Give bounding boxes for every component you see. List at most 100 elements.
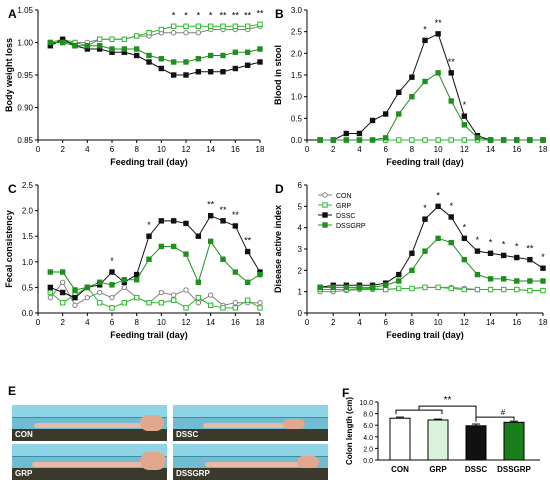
data-point-grp [396, 137, 402, 143]
data-point-dssgrp [109, 46, 115, 52]
y-tick-label: 0.0 [363, 458, 373, 465]
x-tick-label: 12 [460, 318, 469, 327]
colon-tissue [205, 462, 301, 467]
data-point-grp [487, 286, 494, 293]
data-point-dssc [207, 213, 214, 219]
data-point-con [158, 289, 165, 296]
bracket-dss [418, 405, 477, 422]
data-point-dssc [448, 70, 454, 76]
data-point-grp [382, 286, 389, 293]
photo-label-dssc: DSSC [176, 430, 199, 439]
data-point-grp [109, 305, 115, 311]
x-tick-label: 14 [206, 145, 215, 154]
data-point-dssgrp [461, 122, 468, 128]
x-tick-label: 0 [305, 145, 310, 154]
data-point-dssc [382, 111, 389, 117]
legend-label-dssc: DSSC [336, 213, 355, 220]
photo-grp: GRP [12, 444, 167, 480]
bar-con [389, 417, 411, 461]
significance-mark: ** [526, 244, 534, 254]
data-point-grp [158, 300, 165, 306]
x-tick-label: 4 [357, 145, 362, 154]
data-point-dssgrp [96, 43, 103, 49]
significance-mark: * [209, 10, 213, 20]
data-point-dssc [461, 235, 468, 242]
y-axis-label: Disease active index [273, 205, 283, 293]
data-point-dssgrp [396, 278, 402, 284]
x-tick-label: 2 [60, 145, 65, 154]
data-point-dssc [514, 254, 520, 261]
data-point-dssc [356, 130, 363, 137]
data-point-dssgrp [133, 277, 140, 283]
data-point-grp [59, 300, 66, 306]
colon-tissue [32, 462, 144, 467]
data-point-dssgrp [343, 284, 350, 291]
y-tick-label: 0 [298, 309, 303, 318]
significance-mark: ** [448, 57, 456, 67]
data-point-dssc [369, 117, 376, 124]
data-point-dssc [527, 256, 533, 263]
significance-mark: * [463, 100, 467, 110]
y-tick-label: 0.90 [17, 104, 33, 113]
data-point-grp [527, 287, 533, 294]
significance-mark: * [449, 201, 453, 211]
y-tick-label: 6 [298, 181, 303, 190]
series-line-dssc [50, 215, 261, 299]
data-point-con [170, 292, 177, 298]
data-point-dssgrp [158, 56, 165, 62]
significance-mark: * [515, 242, 519, 252]
data-point-dssgrp [317, 137, 323, 143]
data-point-dssc [244, 248, 251, 255]
y-tick-label: 2.0 [22, 207, 34, 216]
data-point-con [207, 292, 214, 298]
data-point-dssgrp [84, 43, 91, 49]
data-point-dssgrp [500, 137, 507, 143]
data-point-dssgrp [232, 269, 239, 275]
data-point-dssgrp [220, 52, 226, 59]
significance-mark: ** [256, 8, 264, 18]
data-point-con [183, 30, 189, 36]
data-point-con [232, 300, 239, 306]
data-point-grp [514, 286, 520, 293]
y-tick-label: 4 [298, 224, 303, 233]
data-point-dssgrp [448, 98, 454, 104]
x-tick-label: 8 [134, 318, 139, 327]
y-tick-label: 4.0 [363, 435, 373, 442]
series-line-dssgrp [320, 72, 543, 141]
data-point-dssgrp [422, 248, 428, 254]
data-point-dssc [540, 265, 546, 271]
data-point-dssgrp [72, 287, 78, 293]
data-point-grp [461, 286, 468, 293]
data-point-dssgrp [540, 278, 546, 284]
significance-mark: ** [435, 18, 443, 28]
data-point-grp [133, 33, 140, 39]
data-point-dssgrp [409, 267, 415, 274]
data-point-dssc [133, 271, 140, 278]
y-tick-label: 5 [298, 202, 303, 211]
data-point-dssgrp [369, 137, 376, 143]
bar-dssgrp [503, 421, 525, 461]
y-tick-label: 6.0 [363, 423, 373, 430]
x-tick-label: 14 [486, 145, 495, 154]
data-point-grp [422, 284, 428, 291]
data-point-dssgrp [330, 137, 336, 143]
data-point-dssgrp [474, 135, 481, 141]
x-tick-label: 16 [231, 318, 240, 327]
x-tick-label: CON [391, 465, 409, 474]
data-point-dssgrp [514, 278, 520, 284]
data-point-dssgrp [84, 284, 91, 291]
data-point-grp [121, 300, 128, 306]
x-tick-label: 2 [60, 318, 65, 327]
data-point-dssgrp [59, 269, 66, 275]
data-point-dssgrp [257, 271, 263, 278]
x-tick-label: 16 [231, 145, 240, 154]
x-tick-label: 6 [383, 145, 388, 154]
significance-mark: ** [219, 205, 227, 215]
data-point-dssgrp [72, 43, 78, 49]
data-point-con [72, 302, 78, 309]
x-tick-label: 18 [256, 318, 265, 327]
data-point-dssgrp [47, 39, 54, 46]
data-point-grp [47, 289, 54, 296]
data-point-dssc [59, 289, 66, 296]
significance-mark: * [476, 235, 480, 245]
